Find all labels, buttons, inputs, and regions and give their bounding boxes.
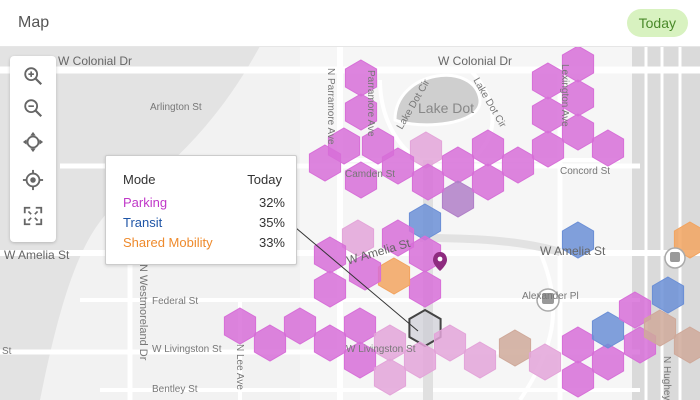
locate-button[interactable] [20, 168, 46, 194]
street-label-livingston-2: W Livingston St [346, 344, 416, 355]
zoom-out-button[interactable] [20, 96, 46, 122]
hex-layer [223, 46, 700, 398]
street-label-n-hughey: N Hughey Ave [661, 356, 672, 400]
street-label-livingston-left: St [2, 346, 12, 357]
map-header: Map Today [0, 0, 700, 47]
street-label-arlington: Arlington St [150, 102, 202, 113]
hex-cell[interactable] [528, 343, 562, 381]
hex-cell[interactable] [308, 144, 342, 182]
hex-cell[interactable] [643, 309, 677, 347]
hex-cell[interactable] [618, 291, 652, 329]
hex-cell[interactable] [591, 343, 625, 381]
tooltip-connector [295, 227, 419, 332]
hex-cell[interactable] [561, 360, 595, 398]
street-label-alexander: Alexander Pl [522, 291, 579, 302]
zoom-out-icon [24, 98, 43, 117]
hex-cell[interactable] [348, 253, 382, 291]
street [419, 234, 562, 256]
locate-icon [22, 169, 44, 190]
street-label-livingston: W Livingston St [152, 344, 222, 355]
shaded-area [0, 46, 260, 400]
tooltip-col-mode: Mode [123, 172, 156, 187]
pan-icon [22, 131, 44, 152]
hex-cell[interactable] [433, 324, 467, 362]
street [393, 73, 482, 127]
hex-cell[interactable] [591, 129, 625, 167]
street-label-federal: Federal St [152, 296, 199, 307]
tooltip-mode-value: 35% [258, 215, 285, 230]
transit-stop-icon [664, 247, 686, 269]
lake-dot-label: Lake Dot [418, 100, 475, 116]
hex-cell[interactable] [381, 147, 415, 185]
hex-cell[interactable] [463, 341, 497, 379]
street-label-colonial-left: W Colonial Dr [58, 54, 133, 68]
hex-cell[interactable] [253, 324, 287, 362]
hex-tooltip: Mode Today Parking 32% Transit 35% Share… [105, 155, 297, 265]
tooltip-mode-label: Transit [123, 215, 163, 230]
tooltip-col-period: Today [247, 172, 282, 187]
zoom-in-icon [24, 66, 43, 85]
tooltip-mode-value: 33% [258, 235, 285, 250]
tooltip-mode-label: Parking [123, 195, 168, 210]
map-title: Map [18, 14, 50, 31]
hex-cell[interactable] [313, 270, 347, 308]
street-label-parramore: N Parramore Ave [325, 68, 336, 145]
hex-cell[interactable] [471, 163, 505, 201]
hex-cell[interactable] [283, 307, 317, 345]
pan-button[interactable] [20, 130, 46, 156]
hex-cell[interactable] [344, 161, 378, 199]
hex-cell[interactable] [561, 113, 595, 151]
location-pin-icon [433, 252, 447, 271]
street-label-amelia-left: W Amelia St [4, 248, 70, 262]
street-label-camden: Camden St [345, 169, 396, 180]
street-label-bentley: Bentley St [152, 384, 198, 395]
hex-cell[interactable] [223, 307, 257, 345]
hex-cell[interactable] [411, 163, 445, 201]
street-label-westmoreland: N Westmoreland Dr [137, 264, 149, 361]
tooltip-mode-label: Shared Mobility [123, 235, 213, 250]
street-label-lexington: Lexington Ave [559, 64, 570, 127]
hex-cell[interactable] [651, 276, 685, 314]
street-label-colonial-right: W Colonial Dr [438, 54, 513, 68]
hex-cell[interactable] [344, 93, 378, 131]
street-label-n-lee: N Lee Ave [234, 344, 245, 390]
map-toolbar [10, 56, 56, 242]
hex-cell[interactable] [498, 329, 532, 367]
street [518, 251, 556, 400]
hex-cell[interactable] [561, 221, 595, 259]
period-chip[interactable]: Today [626, 9, 688, 37]
hex-cell[interactable] [673, 326, 700, 364]
street-label-amelia-right: W Amelia St [540, 244, 606, 258]
street-label-concord: Concord St [560, 166, 611, 177]
zoom-in-button[interactable] [20, 64, 46, 90]
hex-cell[interactable] [531, 130, 565, 168]
hex-cell[interactable] [343, 341, 377, 379]
hex-cell[interactable] [381, 219, 415, 257]
fullscreen-icon [23, 206, 43, 225]
hex-cell[interactable] [341, 219, 375, 257]
tooltip-mode-value: 32% [258, 195, 285, 210]
transit-stop-icon [536, 288, 560, 312]
fullscreen-button[interactable] [20, 204, 46, 230]
street-label-parramore-short: Parramore Ave [365, 70, 376, 137]
